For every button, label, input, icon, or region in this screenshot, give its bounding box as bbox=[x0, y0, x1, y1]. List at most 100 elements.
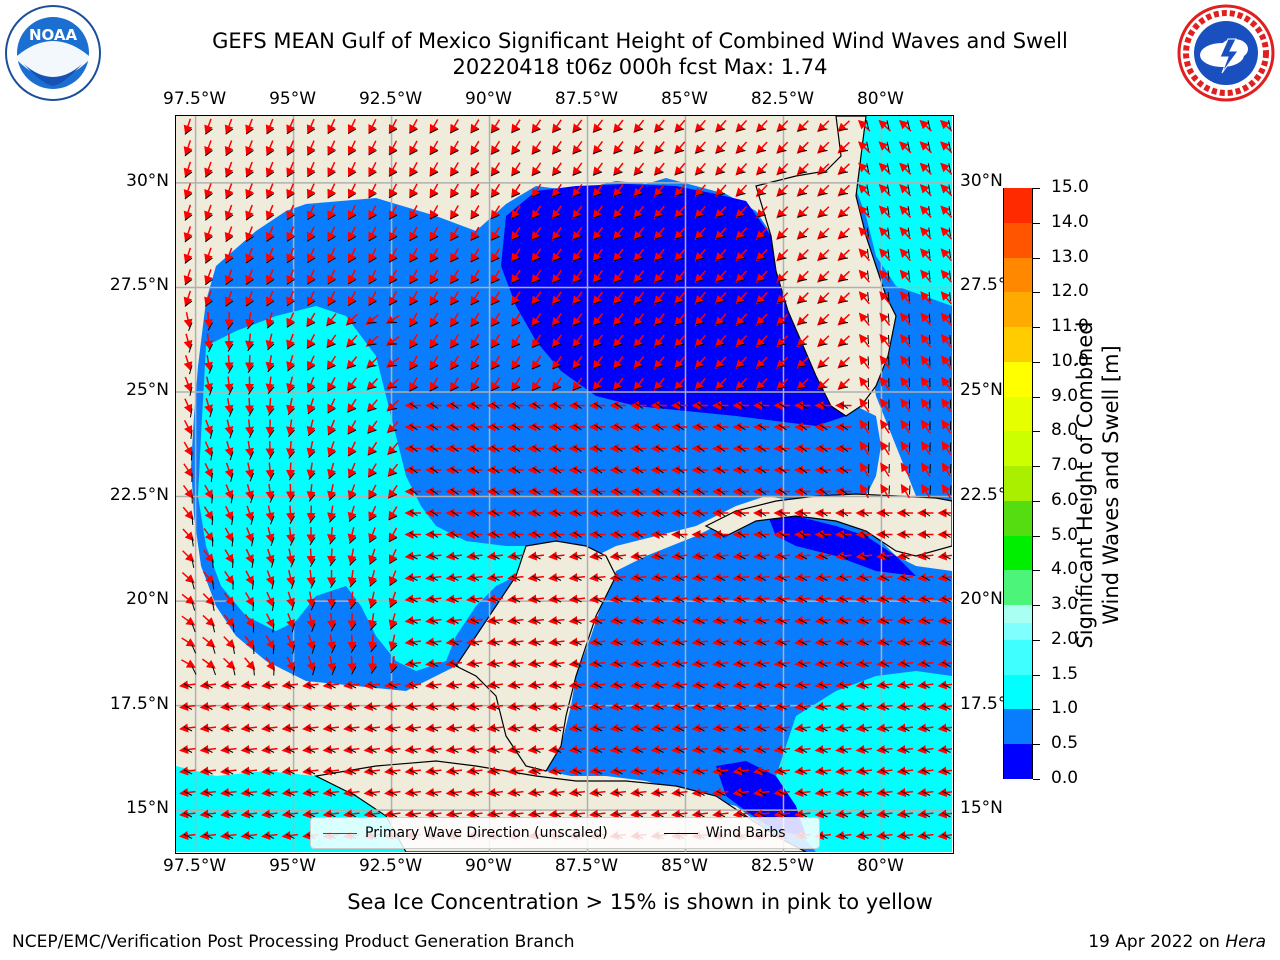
wave-direction-arrow bbox=[306, 161, 316, 178]
wind-barb bbox=[572, 365, 582, 370]
lat-label-right: 20°N bbox=[960, 589, 1003, 610]
wind-barb bbox=[654, 365, 664, 369]
wave-direction-arrow bbox=[899, 226, 912, 240]
wave-direction-arrow bbox=[409, 205, 418, 220]
wind-barb bbox=[948, 163, 951, 173]
wind-barb bbox=[286, 322, 295, 328]
wave-direction-arrow bbox=[306, 269, 316, 285]
lat-label-left: 17.5°N bbox=[109, 693, 169, 714]
wind-barb bbox=[593, 193, 603, 197]
wave-direction-arrow bbox=[409, 355, 418, 371]
wave-direction-arrow bbox=[347, 226, 357, 242]
wave-direction-arrow bbox=[347, 247, 357, 264]
colorbar-tick bbox=[1033, 744, 1040, 746]
wave-direction-arrow bbox=[858, 205, 871, 218]
wave-direction-arrow bbox=[183, 204, 193, 221]
wind-barb bbox=[245, 128, 254, 135]
wind-barb bbox=[552, 300, 562, 305]
wave-direction-arrow bbox=[755, 270, 768, 284]
colorbar-segment bbox=[1004, 674, 1032, 710]
wave-direction-arrow bbox=[572, 248, 583, 263]
wind-barb bbox=[867, 291, 869, 302]
wave-direction-arrow bbox=[511, 269, 521, 285]
wind-barb bbox=[886, 184, 890, 194]
wave-direction-arrow bbox=[653, 119, 665, 134]
wave-direction-arrow bbox=[490, 183, 501, 199]
wind-barb bbox=[552, 322, 562, 327]
wind-barb bbox=[777, 171, 787, 175]
wind-barb bbox=[886, 141, 890, 151]
wind-barb bbox=[245, 193, 254, 200]
wave-direction-arrow bbox=[755, 313, 768, 327]
wave-direction-arrow bbox=[265, 247, 275, 264]
wave-direction-arrow bbox=[551, 291, 562, 306]
wind-barb bbox=[675, 300, 685, 304]
colorbar-segment bbox=[1004, 327, 1032, 362]
wind-barb bbox=[654, 279, 664, 283]
wind-barb bbox=[593, 171, 603, 176]
wind-barb bbox=[470, 343, 480, 349]
wind-barb bbox=[736, 343, 746, 347]
legend-item-wave-direction: Primary Wave Direction (unscaled) bbox=[323, 825, 608, 841]
wind-barb bbox=[866, 249, 869, 259]
wind-barb bbox=[204, 214, 213, 221]
wind-barb bbox=[907, 141, 910, 151]
wave-direction-arrow bbox=[386, 378, 400, 390]
wave-direction-arrow bbox=[817, 206, 830, 219]
wave-direction-arrow bbox=[306, 398, 316, 415]
wave-direction-arrow bbox=[531, 377, 542, 392]
wave-direction-arrow bbox=[940, 312, 952, 326]
wave-direction-arrow bbox=[347, 398, 357, 414]
wave-direction-arrow bbox=[572, 205, 583, 220]
wave-direction-arrow bbox=[490, 205, 501, 220]
wind-barb bbox=[409, 322, 418, 328]
wind-barb bbox=[286, 128, 295, 135]
wind-barb bbox=[634, 128, 644, 133]
wind-barb bbox=[613, 279, 623, 283]
wind-barb bbox=[716, 236, 726, 240]
wave-direction-arrow bbox=[776, 184, 789, 197]
wind-barb bbox=[777, 257, 787, 261]
wave-direction-arrow bbox=[306, 247, 316, 264]
wind-barb bbox=[654, 214, 664, 219]
wind-barb bbox=[266, 300, 275, 307]
wind-barb bbox=[736, 193, 746, 197]
wave-direction-arrow bbox=[755, 184, 768, 198]
wind-barb bbox=[818, 300, 828, 304]
wave-direction-arrow bbox=[388, 140, 398, 156]
wave-direction-arrow bbox=[429, 312, 439, 328]
wave-direction-arrow bbox=[817, 141, 830, 154]
wind-barb bbox=[227, 322, 234, 331]
colorbar-segment bbox=[1004, 257, 1032, 293]
wind-barb bbox=[695, 128, 705, 132]
wave-direction-arrow bbox=[265, 118, 275, 135]
wind-barb bbox=[450, 257, 459, 263]
wave-direction-arrow bbox=[204, 290, 213, 307]
wind-barb bbox=[818, 322, 828, 325]
wind-barb bbox=[613, 257, 623, 262]
wind-barb bbox=[675, 128, 685, 132]
wave-direction-arrow bbox=[694, 184, 706, 198]
wind-barb bbox=[470, 236, 480, 241]
wave-direction-arrow bbox=[366, 356, 379, 369]
wind-barb bbox=[654, 257, 664, 262]
wind-barb bbox=[593, 279, 603, 283]
wind-barb bbox=[635, 403, 644, 409]
colorbar-segment bbox=[1004, 639, 1032, 675]
wind-barb bbox=[245, 150, 254, 157]
wave-direction-arrow bbox=[265, 161, 275, 178]
wind-barb bbox=[286, 193, 295, 199]
wind-barb bbox=[307, 408, 316, 415]
wind-barb bbox=[634, 386, 644, 391]
wind-barb bbox=[368, 128, 377, 134]
wind-barb bbox=[208, 343, 213, 353]
wave-direction-arrow bbox=[592, 227, 604, 241]
wind-barb bbox=[552, 193, 562, 198]
wave-direction-arrow bbox=[920, 312, 932, 326]
wave-direction-arrow bbox=[306, 140, 316, 156]
map-legend: Primary Wave Direction (unscaled) Wind B… bbox=[310, 817, 820, 849]
wind-barb bbox=[867, 270, 869, 280]
wind-barb bbox=[248, 408, 254, 417]
wave-direction-arrow bbox=[347, 118, 357, 135]
wave-direction-arrow bbox=[900, 376, 911, 391]
